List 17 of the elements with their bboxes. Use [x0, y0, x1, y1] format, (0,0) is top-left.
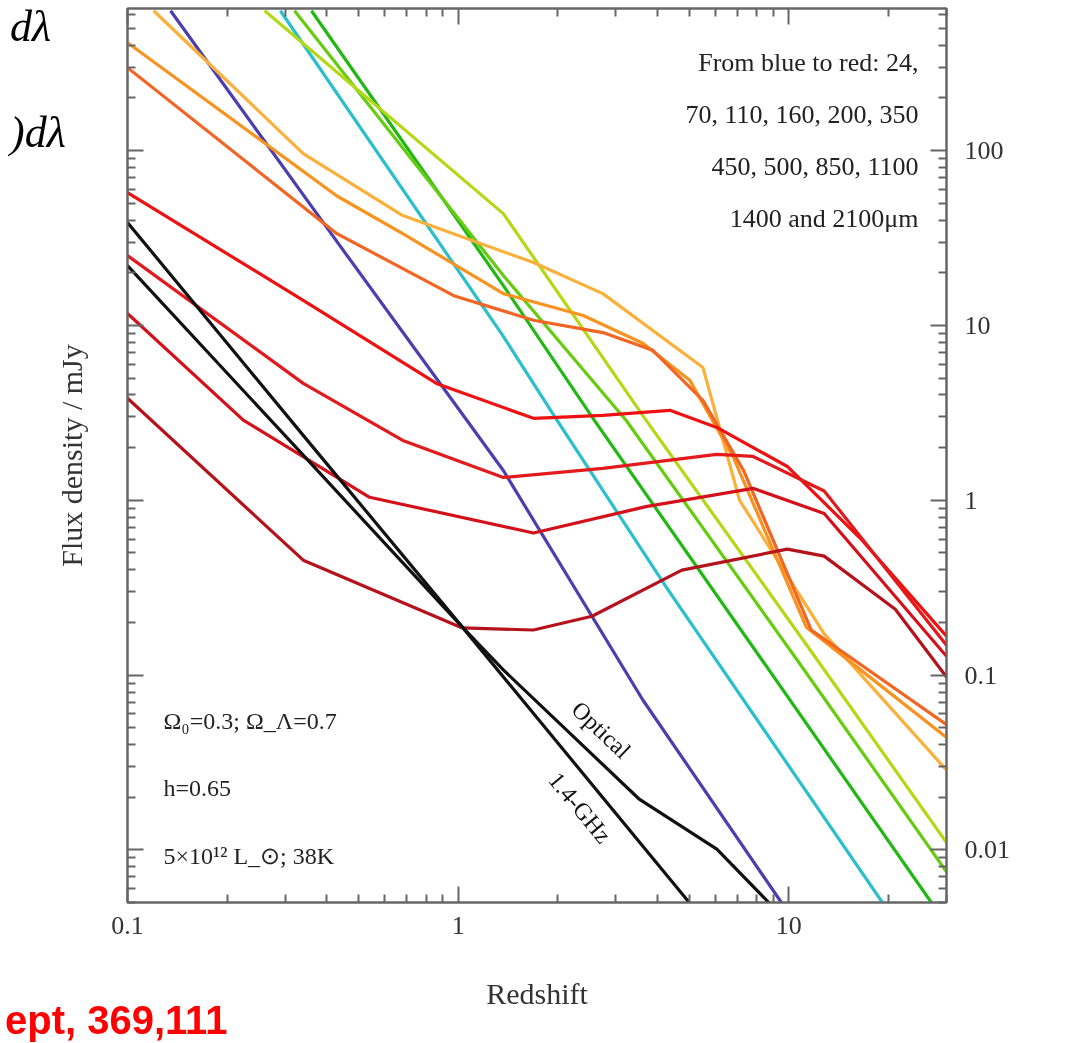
annotation: 5×10¹² L_⊙; 38K — [163, 842, 335, 869]
y-tick-label: 0.01 — [964, 835, 1010, 865]
y-tick-label: 10 — [964, 310, 991, 340]
y-axis-title: Flux density / mJy — [54, 344, 88, 567]
y-tick-label: 1 — [964, 485, 978, 515]
annotation: h=0.65 — [163, 774, 232, 801]
text: )dλ — [10, 107, 66, 159]
annotation: From blue to red: 24, 70, 110, 160, 200, 350 450, 500, 850, 1100 1400 and 2100μm — [685, 48, 919, 233]
x-tick-label: 10 — [775, 910, 802, 940]
annotation: Ω₀=0.3; Ω_Λ=0.7 — [163, 707, 337, 734]
y-tick-label: 0.1 — [964, 660, 997, 690]
x-tick-label: 1 — [451, 910, 465, 940]
x-tick-label: 0.1 — [111, 910, 144, 940]
text: ept, 369,111 — [5, 997, 228, 1043]
text: dλ — [10, 1, 52, 53]
y-tick-label: 100 — [964, 136, 1004, 166]
x-axis-title: Redshift — [486, 976, 589, 1010]
